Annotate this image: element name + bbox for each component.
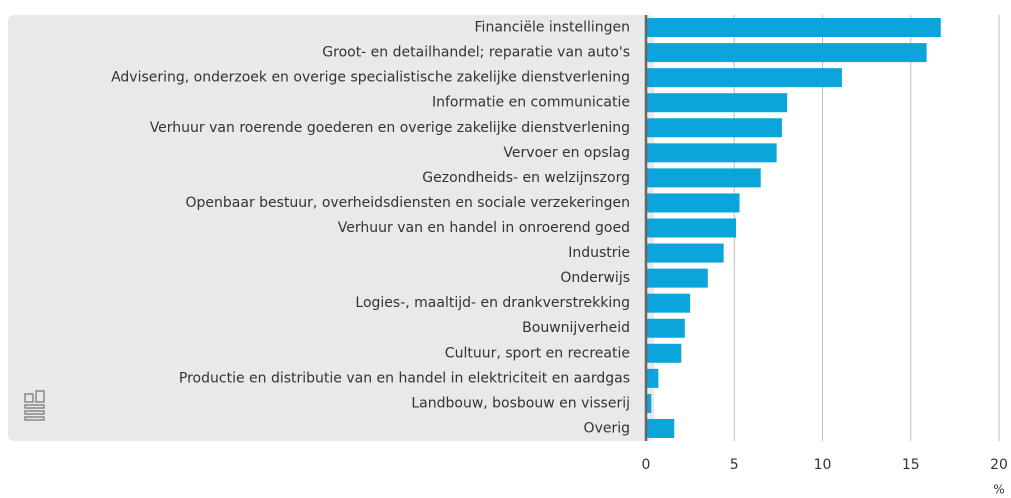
x-tick-label: 15 — [902, 457, 920, 473]
y-tick-label: Bouwnijverheid — [522, 320, 630, 336]
x-tick-label: 20 — [990, 457, 1008, 473]
bar — [646, 193, 740, 213]
label-panel — [8, 15, 654, 441]
bar — [646, 118, 782, 138]
y-tick-label: Groot- en detailhandel; reparatie van au… — [322, 45, 630, 61]
y-tick-label: Informatie en communicatie — [432, 95, 630, 111]
bar — [646, 318, 685, 338]
y-tick-label: Landbouw, bosbouw en visserij — [411, 395, 630, 411]
y-tick-label: Productie en distributie van en handel i… — [179, 370, 630, 386]
y-tick-label: Overig — [584, 420, 630, 436]
y-tick-label: Verhuur van roerende goederen en overige… — [150, 120, 630, 136]
bar — [646, 43, 927, 63]
x-axis-label: % — [993, 483, 1004, 497]
bar — [646, 418, 675, 438]
y-tick-label: Advisering, onderzoek en overige special… — [111, 70, 630, 86]
y-tick-label: Verhuur van en handel in onroerend goed — [338, 220, 630, 236]
x-tick-label: 5 — [730, 457, 739, 473]
y-tick-label: Industrie — [568, 245, 630, 261]
y-tick-label: Cultuur, sport en recreatie — [445, 345, 630, 361]
bar — [646, 18, 941, 38]
y-tick-label: Financiële instellingen — [475, 20, 630, 36]
bar — [646, 168, 761, 188]
bar — [646, 393, 652, 413]
y-tick-label: Logies-, maaltijd- en drankverstrekking — [355, 295, 630, 311]
bar — [646, 268, 708, 288]
y-tick-label: Gezondheids- en welzijnszorg — [422, 170, 630, 186]
x-tick-label: 10 — [814, 457, 832, 473]
bar — [646, 143, 777, 163]
bar — [646, 93, 788, 113]
y-tick-label: Onderwijs — [560, 270, 630, 286]
bar — [646, 68, 842, 88]
cbs-logo — [24, 390, 45, 421]
bar — [646, 343, 682, 363]
y-tick-label: Openbaar bestuur, overheidsdiensten en s… — [186, 195, 631, 211]
bar — [646, 293, 691, 313]
bar — [646, 368, 659, 388]
bar — [646, 243, 724, 263]
bar — [646, 218, 737, 238]
x-tick-label: 0 — [642, 457, 651, 473]
y-tick-label: Vervoer en opslag — [503, 145, 630, 161]
